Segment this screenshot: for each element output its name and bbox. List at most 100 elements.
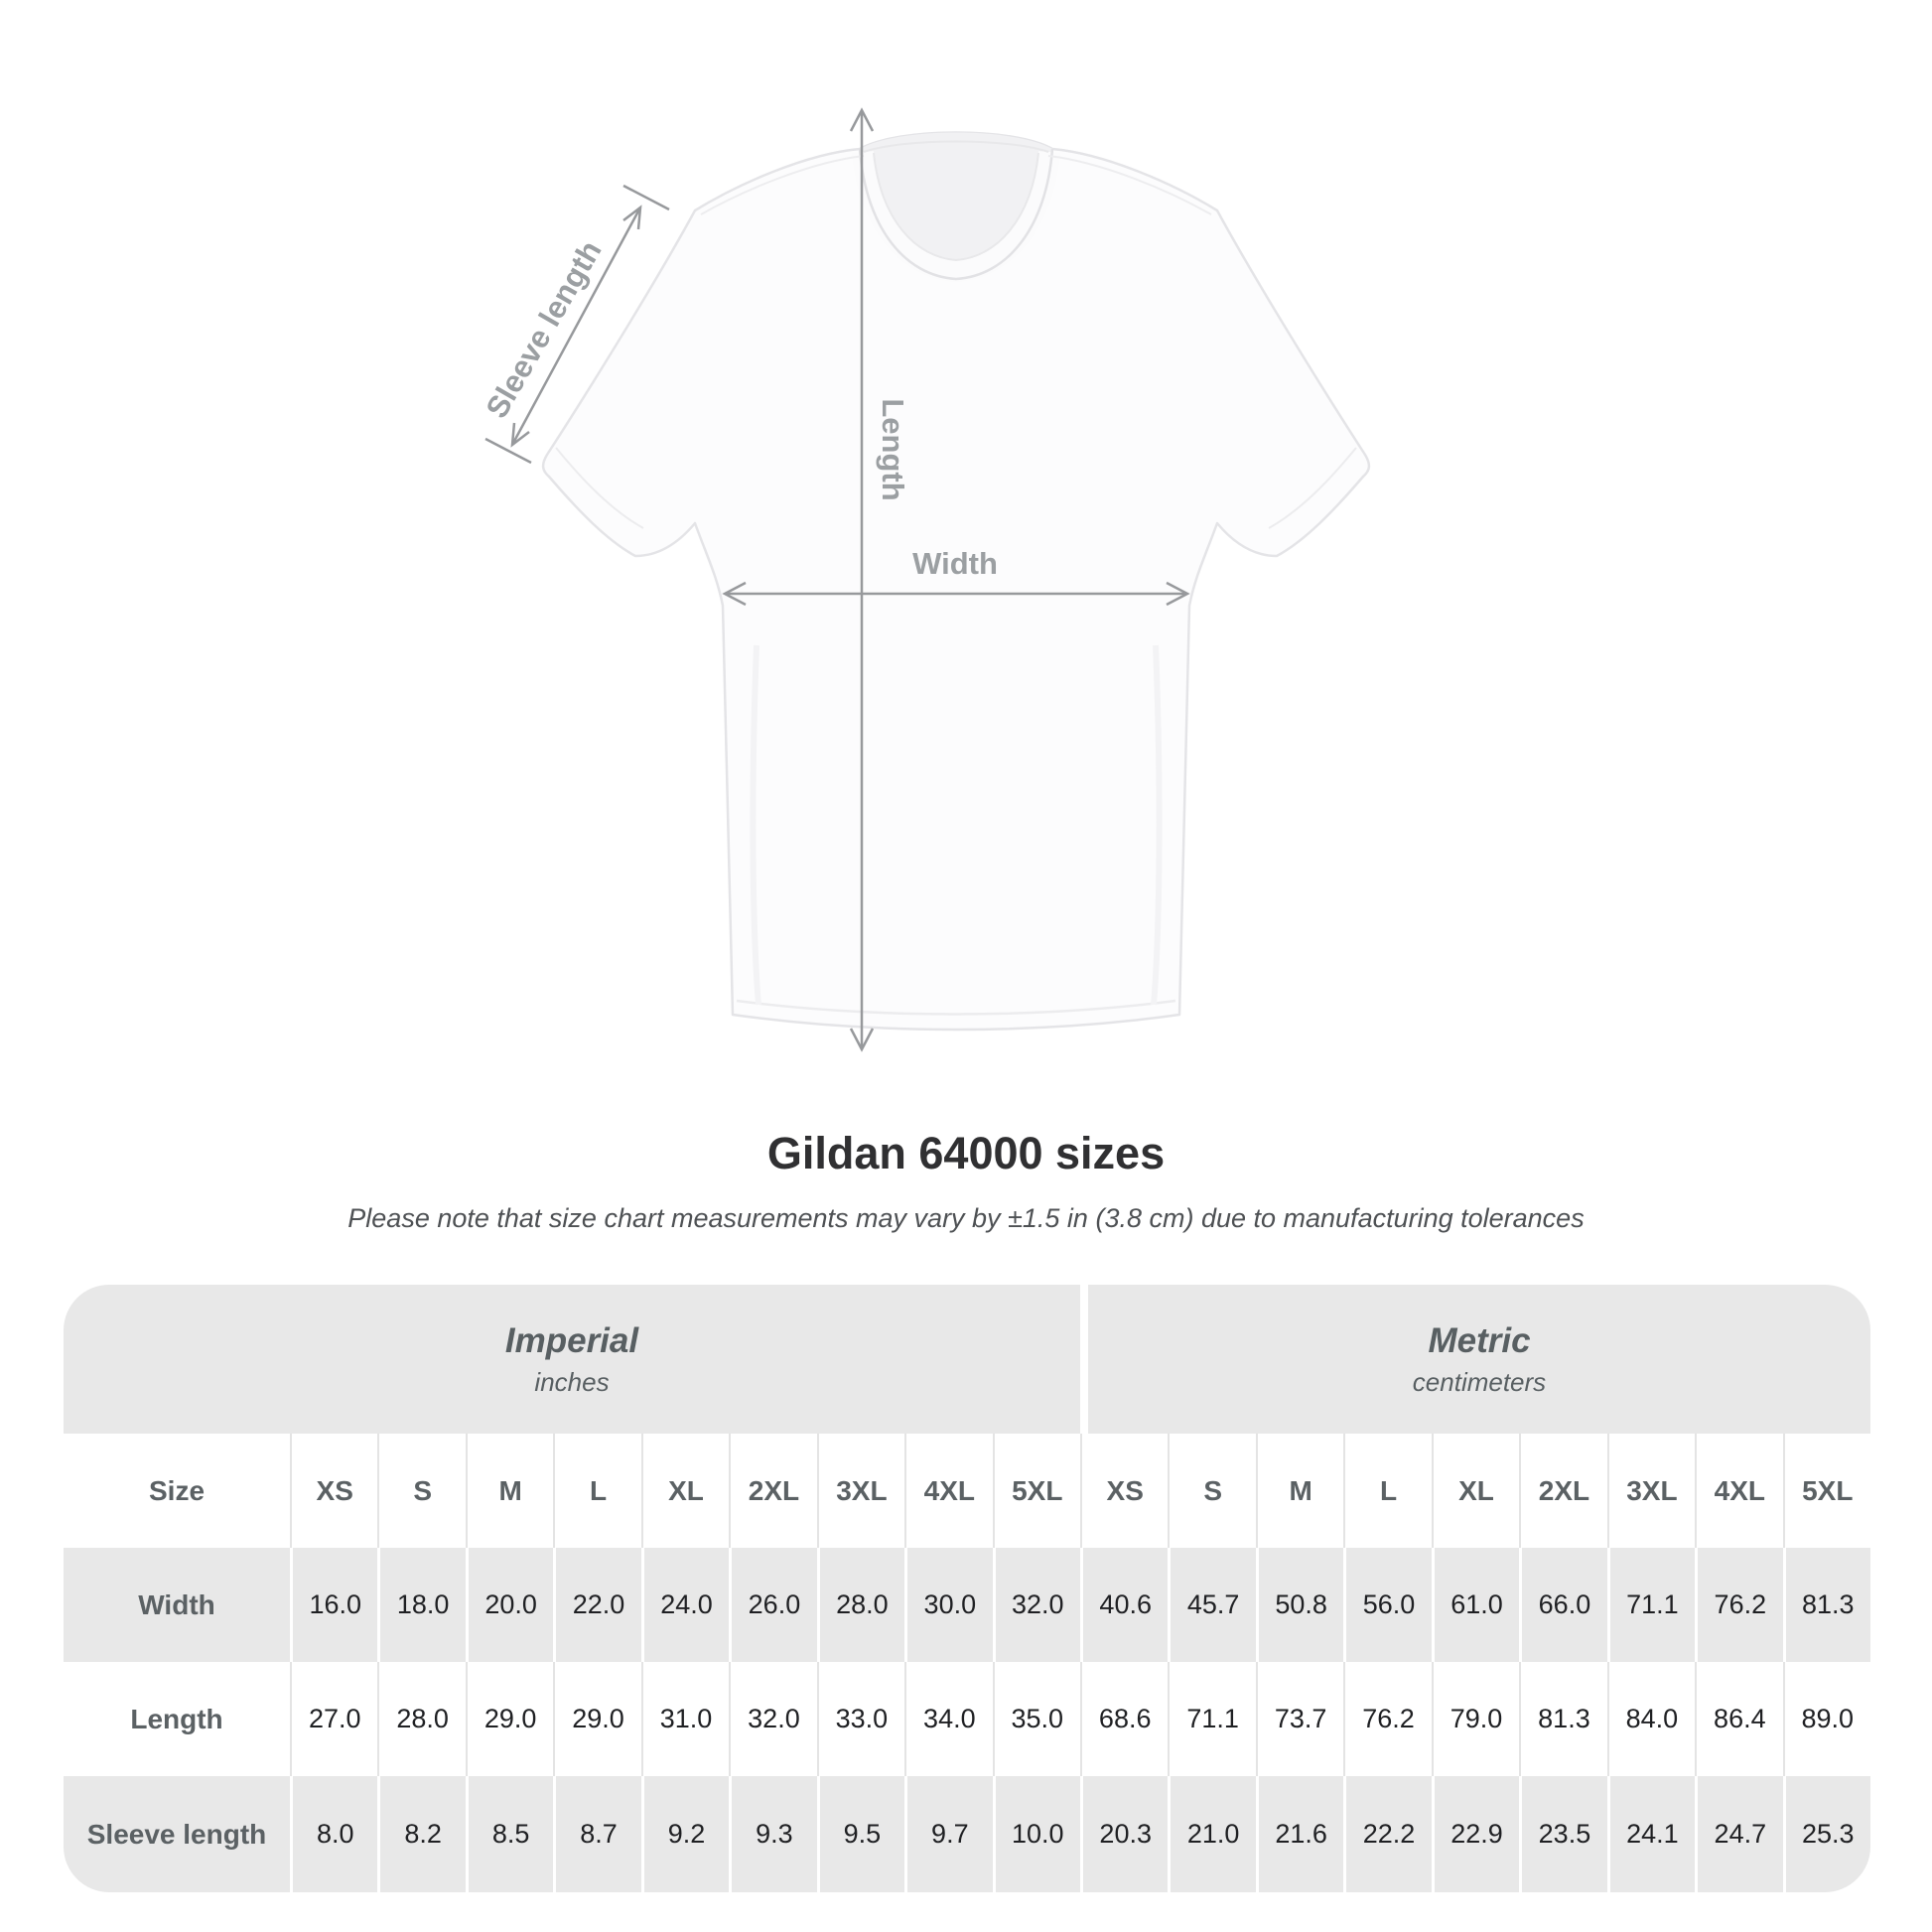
col-header-metric-5xl: 5XL bbox=[1782, 1434, 1870, 1548]
tshirt-left-shoulder-seam bbox=[700, 155, 865, 215]
col-header-metric-xl: XL bbox=[1431, 1434, 1519, 1548]
sleeve-metric-l: 22.2 bbox=[1343, 1776, 1431, 1892]
col-header-imperial-4xl: 4XL bbox=[904, 1434, 992, 1548]
length-label: Length bbox=[876, 398, 910, 500]
col-header-metric-4xl: 4XL bbox=[1695, 1434, 1782, 1548]
sleeve-imperial-s: 8.2 bbox=[377, 1776, 465, 1892]
tshirt-svg: Sleeve length Length Width bbox=[479, 107, 1371, 1052]
row-label-sleeve-length: Sleeve length bbox=[86, 1818, 267, 1850]
sleeve-metric-3xl: 24.1 bbox=[1606, 1776, 1695, 1892]
table-row-sleeve-length: Sleeve length 8.0 8.2 8.5 8.7 9.2 9.3 9.… bbox=[64, 1776, 1870, 1892]
length-metric-3xl: 84.0 bbox=[1606, 1662, 1695, 1776]
tshirt-bottom-hem-seam bbox=[736, 999, 1176, 1016]
width-imperial-s: 18.0 bbox=[377, 1548, 465, 1662]
width-imperial-xs: 16.0 bbox=[290, 1548, 377, 1662]
length-imperial-xl: 31.0 bbox=[640, 1662, 729, 1776]
sleeve-imperial-xl: 9.2 bbox=[640, 1776, 729, 1892]
tshirt-back-collar-line bbox=[863, 140, 1049, 153]
col-header-metric-xs: XS bbox=[1079, 1434, 1168, 1548]
length-imperial-2xl: 32.0 bbox=[729, 1662, 816, 1776]
width-imperial-l: 22.0 bbox=[553, 1548, 640, 1662]
col-header-metric-m: M bbox=[1255, 1434, 1343, 1548]
length-metric-m: 73.7 bbox=[1255, 1662, 1343, 1776]
length-metric-4xl: 86.4 bbox=[1695, 1662, 1782, 1776]
length-imperial-5xl: 35.0 bbox=[992, 1662, 1080, 1776]
size-header-row: Size XS S M L XL 2XL 3XL 4XL 5XL XS S M … bbox=[64, 1434, 1870, 1548]
tshirt-diagram: Sleeve length Length Width bbox=[377, 60, 1549, 1132]
tshirt-right-shoulder-seam bbox=[1047, 155, 1212, 215]
width-metric-xl: 61.0 bbox=[1431, 1548, 1519, 1662]
table-row-length: Length 27.0 28.0 29.0 29.0 31.0 32.0 33.… bbox=[64, 1662, 1870, 1776]
length-metric-l: 76.2 bbox=[1343, 1662, 1431, 1776]
sleeve-imperial-l: 8.7 bbox=[553, 1776, 640, 1892]
width-imperial-m: 20.0 bbox=[465, 1548, 553, 1662]
col-header-imperial-s: S bbox=[377, 1434, 465, 1548]
imperial-group-header: Imperial inches bbox=[64, 1285, 1080, 1434]
col-header-imperial-2xl: 2XL bbox=[729, 1434, 816, 1548]
imperial-label: Imperial bbox=[504, 1320, 639, 1360]
width-metric-m: 50.8 bbox=[1255, 1548, 1343, 1662]
col-header-imperial-m: M bbox=[465, 1434, 553, 1548]
tshirt-left-sleeve-hem-seam bbox=[555, 447, 644, 529]
sleeve-length-arrowhead-top bbox=[622, 205, 642, 230]
tshirt-right-sleeve-hem-seam bbox=[1268, 447, 1357, 529]
width-metric-xs: 40.6 bbox=[1079, 1548, 1168, 1662]
size-table: Imperial inches Metric centimeters Size … bbox=[64, 1285, 1870, 1892]
sleeve-length-tick-top bbox=[622, 184, 670, 211]
corner-header: Size bbox=[148, 1474, 206, 1506]
width-imperial-xl: 24.0 bbox=[640, 1548, 729, 1662]
col-header-metric-2xl: 2XL bbox=[1519, 1434, 1606, 1548]
sleeve-imperial-5xl: 10.0 bbox=[992, 1776, 1080, 1892]
width-label: Width bbox=[912, 546, 998, 581]
width-imperial-2xl: 26.0 bbox=[729, 1548, 816, 1662]
sleeve-metric-2xl: 23.5 bbox=[1519, 1776, 1606, 1892]
sleeve-metric-5xl: 25.3 bbox=[1782, 1776, 1870, 1892]
metric-group-header: Metric centimeters bbox=[1080, 1285, 1870, 1434]
length-imperial-l: 29.0 bbox=[553, 1662, 640, 1776]
col-header-imperial-xs: XS bbox=[290, 1434, 377, 1548]
sleeve-length-arrowhead-bottom bbox=[510, 422, 530, 448]
sleeve-imperial-m: 8.5 bbox=[465, 1776, 553, 1892]
length-imperial-3xl: 33.0 bbox=[816, 1662, 904, 1776]
sleeve-imperial-3xl: 9.5 bbox=[816, 1776, 904, 1892]
unit-header-row: Imperial inches Metric centimeters bbox=[64, 1285, 1870, 1434]
width-metric-5xl: 81.3 bbox=[1782, 1548, 1870, 1662]
metric-label: Metric bbox=[1428, 1320, 1531, 1360]
tshirt-collar-band bbox=[852, 150, 1060, 283]
sleeve-metric-4xl: 24.7 bbox=[1695, 1776, 1782, 1892]
width-arrowhead-right bbox=[1166, 581, 1190, 607]
table-row-width: Width 16.0 18.0 20.0 22.0 24.0 26.0 28.0… bbox=[64, 1548, 1870, 1662]
col-header-metric-s: S bbox=[1168, 1434, 1255, 1548]
sleeve-metric-m: 21.6 bbox=[1255, 1776, 1343, 1892]
tshirt-collar-inner-seam bbox=[873, 152, 1039, 262]
imperial-unit: inches bbox=[534, 1366, 610, 1397]
page-title: Gildan 64000 sizes bbox=[766, 1128, 1166, 1178]
sleeve-imperial-4xl: 9.7 bbox=[904, 1776, 992, 1892]
col-header-imperial-3xl: 3XL bbox=[816, 1434, 904, 1548]
col-header-metric-l: L bbox=[1343, 1434, 1431, 1548]
width-imperial-4xl: 30.0 bbox=[904, 1548, 992, 1662]
length-imperial-4xl: 34.0 bbox=[904, 1662, 992, 1776]
length-metric-2xl: 81.3 bbox=[1519, 1662, 1606, 1776]
col-header-imperial-xl: XL bbox=[640, 1434, 729, 1548]
row-label-width: Width bbox=[138, 1588, 215, 1620]
sleeve-metric-xs: 20.3 bbox=[1079, 1776, 1168, 1892]
width-metric-l: 56.0 bbox=[1343, 1548, 1431, 1662]
length-imperial-s: 28.0 bbox=[377, 1662, 465, 1776]
length-metric-5xl: 89.0 bbox=[1782, 1662, 1870, 1776]
page-subtitle: Please note that size chart measurements… bbox=[347, 1203, 1585, 1233]
length-imperial-m: 29.0 bbox=[465, 1662, 553, 1776]
width-imperial-5xl: 32.0 bbox=[992, 1548, 1080, 1662]
metric-unit: centimeters bbox=[1412, 1366, 1547, 1397]
row-label-length: Length bbox=[130, 1703, 223, 1734]
tshirt-collar-outer-seam bbox=[858, 148, 1054, 281]
sleeve-imperial-xs: 8.0 bbox=[290, 1776, 377, 1892]
measurement-annotations bbox=[484, 107, 1190, 1052]
length-arrowhead-top bbox=[849, 107, 875, 132]
col-header-imperial-l: L bbox=[553, 1434, 640, 1548]
col-header-metric-3xl: 3XL bbox=[1606, 1434, 1695, 1548]
width-arrowhead-left bbox=[722, 581, 747, 607]
width-metric-3xl: 71.1 bbox=[1606, 1548, 1695, 1662]
tshirt-fold-left bbox=[750, 644, 761, 1006]
